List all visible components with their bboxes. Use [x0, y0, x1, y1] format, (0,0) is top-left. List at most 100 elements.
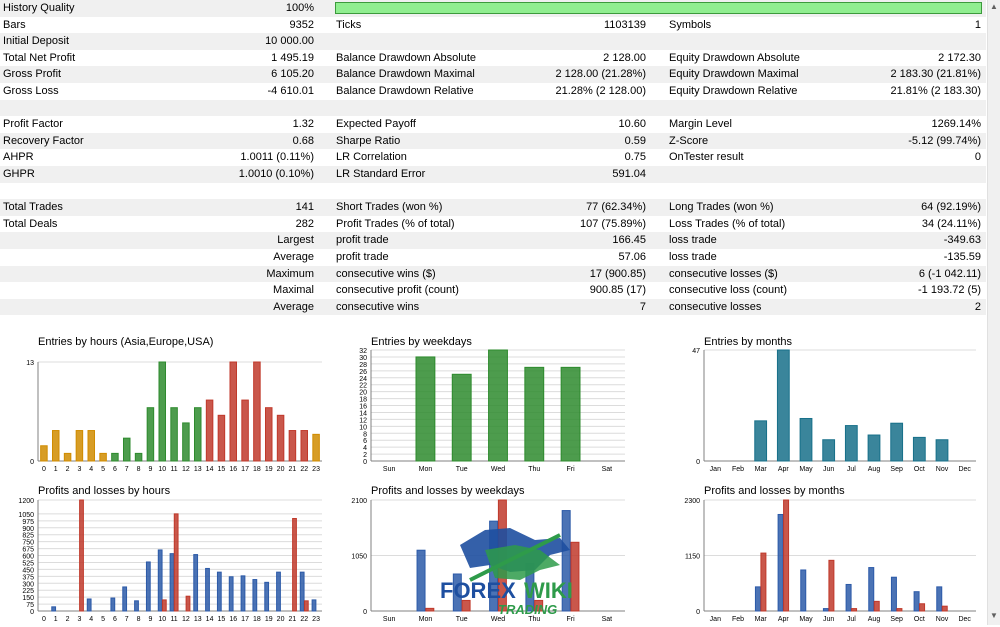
profit-bar: [561, 510, 571, 612]
report-value: 21.28% (2 128.00): [555, 85, 646, 97]
report-label: consecutive losses: [669, 300, 762, 313]
profit-bar: [845, 583, 852, 612]
report-label: Balance Drawdown Relative: [336, 85, 474, 97]
x-tick-label: 11: [170, 466, 177, 473]
y-tick-label: 1050: [351, 554, 367, 561]
y-tick-label: 6: [363, 438, 367, 445]
bar-chart: 0751502253003754505256006757508259009751…: [18, 498, 322, 623]
scroll-down-icon[interactable]: ▼: [990, 611, 998, 620]
x-tick-label: 15: [218, 616, 226, 623]
x-tick-label: Sun: [383, 616, 396, 623]
x-tick-label: Dec: [958, 466, 971, 473]
y-tick-label: 0: [363, 609, 367, 616]
report-label: Total Net Profit: [3, 51, 76, 64]
x-tick-label: Nov: [936, 616, 949, 623]
x-tick-label: 21: [289, 466, 297, 473]
profit-bar: [169, 553, 175, 612]
report-label: Equity Drawdown Absolute: [669, 51, 800, 64]
y-tick-label: 900: [22, 526, 34, 533]
y-tick-label: 24: [359, 376, 367, 383]
x-tick-label: Wed: [491, 466, 505, 473]
x-tick-label: 14: [206, 466, 214, 473]
vertical-scrollbar[interactable]: ▲ ▼: [987, 0, 1000, 625]
report-row: Gross Profit 6 105.20 Balance Drawdown Max…: [0, 66, 986, 83]
report-row: Maximal consecutive profit (count) 900.85 …: [0, 282, 986, 299]
profit-bar: [157, 549, 163, 612]
y-tick-label: 150: [22, 595, 34, 602]
x-tick-label: 0: [42, 616, 46, 623]
profit-bar: [311, 599, 317, 612]
scroll-up-icon[interactable]: ▲: [990, 2, 998, 11]
report-label: Balance Drawdown Absolute: [336, 51, 477, 64]
bar-chart: 0 47 Jan Feb Mar Apr May Jun Jul Aug Sep Oct Nov Dec: [692, 348, 976, 473]
y-tick-label: 20: [359, 390, 367, 397]
loss-bar: [185, 595, 191, 612]
report-value: -1 193.72 (5): [918, 284, 981, 297]
x-tick-label: Oct: [914, 616, 925, 623]
x-tick-label: 14: [206, 616, 214, 623]
report-row: Total Trades 141 Short Trades (won %) 77 (6…: [0, 199, 986, 216]
report-value: 0.59: [624, 134, 646, 147]
report-label: Recovery Factor: [3, 134, 84, 147]
report-row: History Quality 100%: [0, 0, 986, 17]
bar: [193, 407, 202, 462]
x-tick-label: May: [799, 466, 813, 473]
report-row: Initial Deposit 10 000.00: [0, 33, 986, 50]
profit-bar: [452, 573, 462, 612]
report-value: 9352: [289, 18, 314, 31]
x-tick-label: Jan: [710, 466, 721, 473]
loss-bar: [79, 499, 84, 612]
x-tick-label: 15: [218, 466, 226, 473]
bar: [912, 436, 926, 462]
logo-word-2: WIKI: [524, 578, 573, 603]
bar: [844, 425, 858, 462]
report-row: GHPR 1.0010 (0.10%) LR Standard Error 591.0…: [0, 166, 986, 183]
x-tick-label: Feb: [732, 616, 744, 623]
loss-bar: [828, 559, 835, 612]
bar: [87, 430, 96, 462]
x-tick-label: 3: [77, 466, 81, 473]
x-tick-label: 1: [54, 466, 58, 473]
y-tick-label: 30: [359, 355, 367, 362]
profit-bar: [228, 576, 234, 612]
x-tick-label: 6: [113, 616, 117, 623]
x-tick-label: 12: [182, 616, 190, 623]
profit-bar: [145, 561, 151, 612]
bar: [134, 452, 143, 462]
y-tick-label: 975: [22, 519, 34, 526]
x-tick-label: Fri: [566, 616, 575, 623]
report-value: 6 105.20: [271, 68, 314, 81]
y-tick-label: 525: [22, 560, 34, 567]
y-tick-label: 1050: [18, 512, 34, 519]
logo-word-3: TRADING: [498, 602, 557, 617]
x-tick-label: Mon: [419, 616, 433, 623]
report-label: profit trade: [336, 234, 389, 247]
profit-bar: [86, 598, 92, 612]
bar: [229, 361, 238, 462]
report-value: 0.75: [624, 151, 646, 164]
x-tick-label: 13: [194, 466, 202, 473]
profit-bar: [240, 575, 246, 612]
profit-bar: [193, 554, 199, 612]
chart-title: Entries by hours (Asia,Europe,USA): [38, 336, 214, 348]
report-value: 2 172.30: [938, 51, 981, 64]
x-tick-label: Sep: [890, 466, 903, 473]
profit-bar: [754, 586, 761, 612]
x-tick-label: Aug: [868, 466, 881, 473]
bar: [182, 422, 190, 462]
loss-bar: [760, 552, 767, 612]
x-tick-label: 18: [253, 466, 261, 473]
report-label: loss trade: [669, 234, 717, 247]
x-tick-label: Feb: [732, 466, 744, 473]
bar: [935, 439, 949, 462]
report-value: 34 (24.11%): [921, 217, 981, 230]
bar: [488, 349, 508, 462]
x-tick-label: Dec: [958, 616, 971, 623]
logo-word-1: FOREX: [440, 578, 516, 603]
report-row: Gross Loss -4 610.01 Balance Drawdown Rela…: [0, 83, 986, 100]
bar: [799, 417, 813, 462]
x-tick-label: 7: [125, 466, 129, 473]
y-tick-label: 0: [30, 459, 34, 466]
bar: [451, 373, 472, 462]
loss-bar: [570, 541, 580, 612]
